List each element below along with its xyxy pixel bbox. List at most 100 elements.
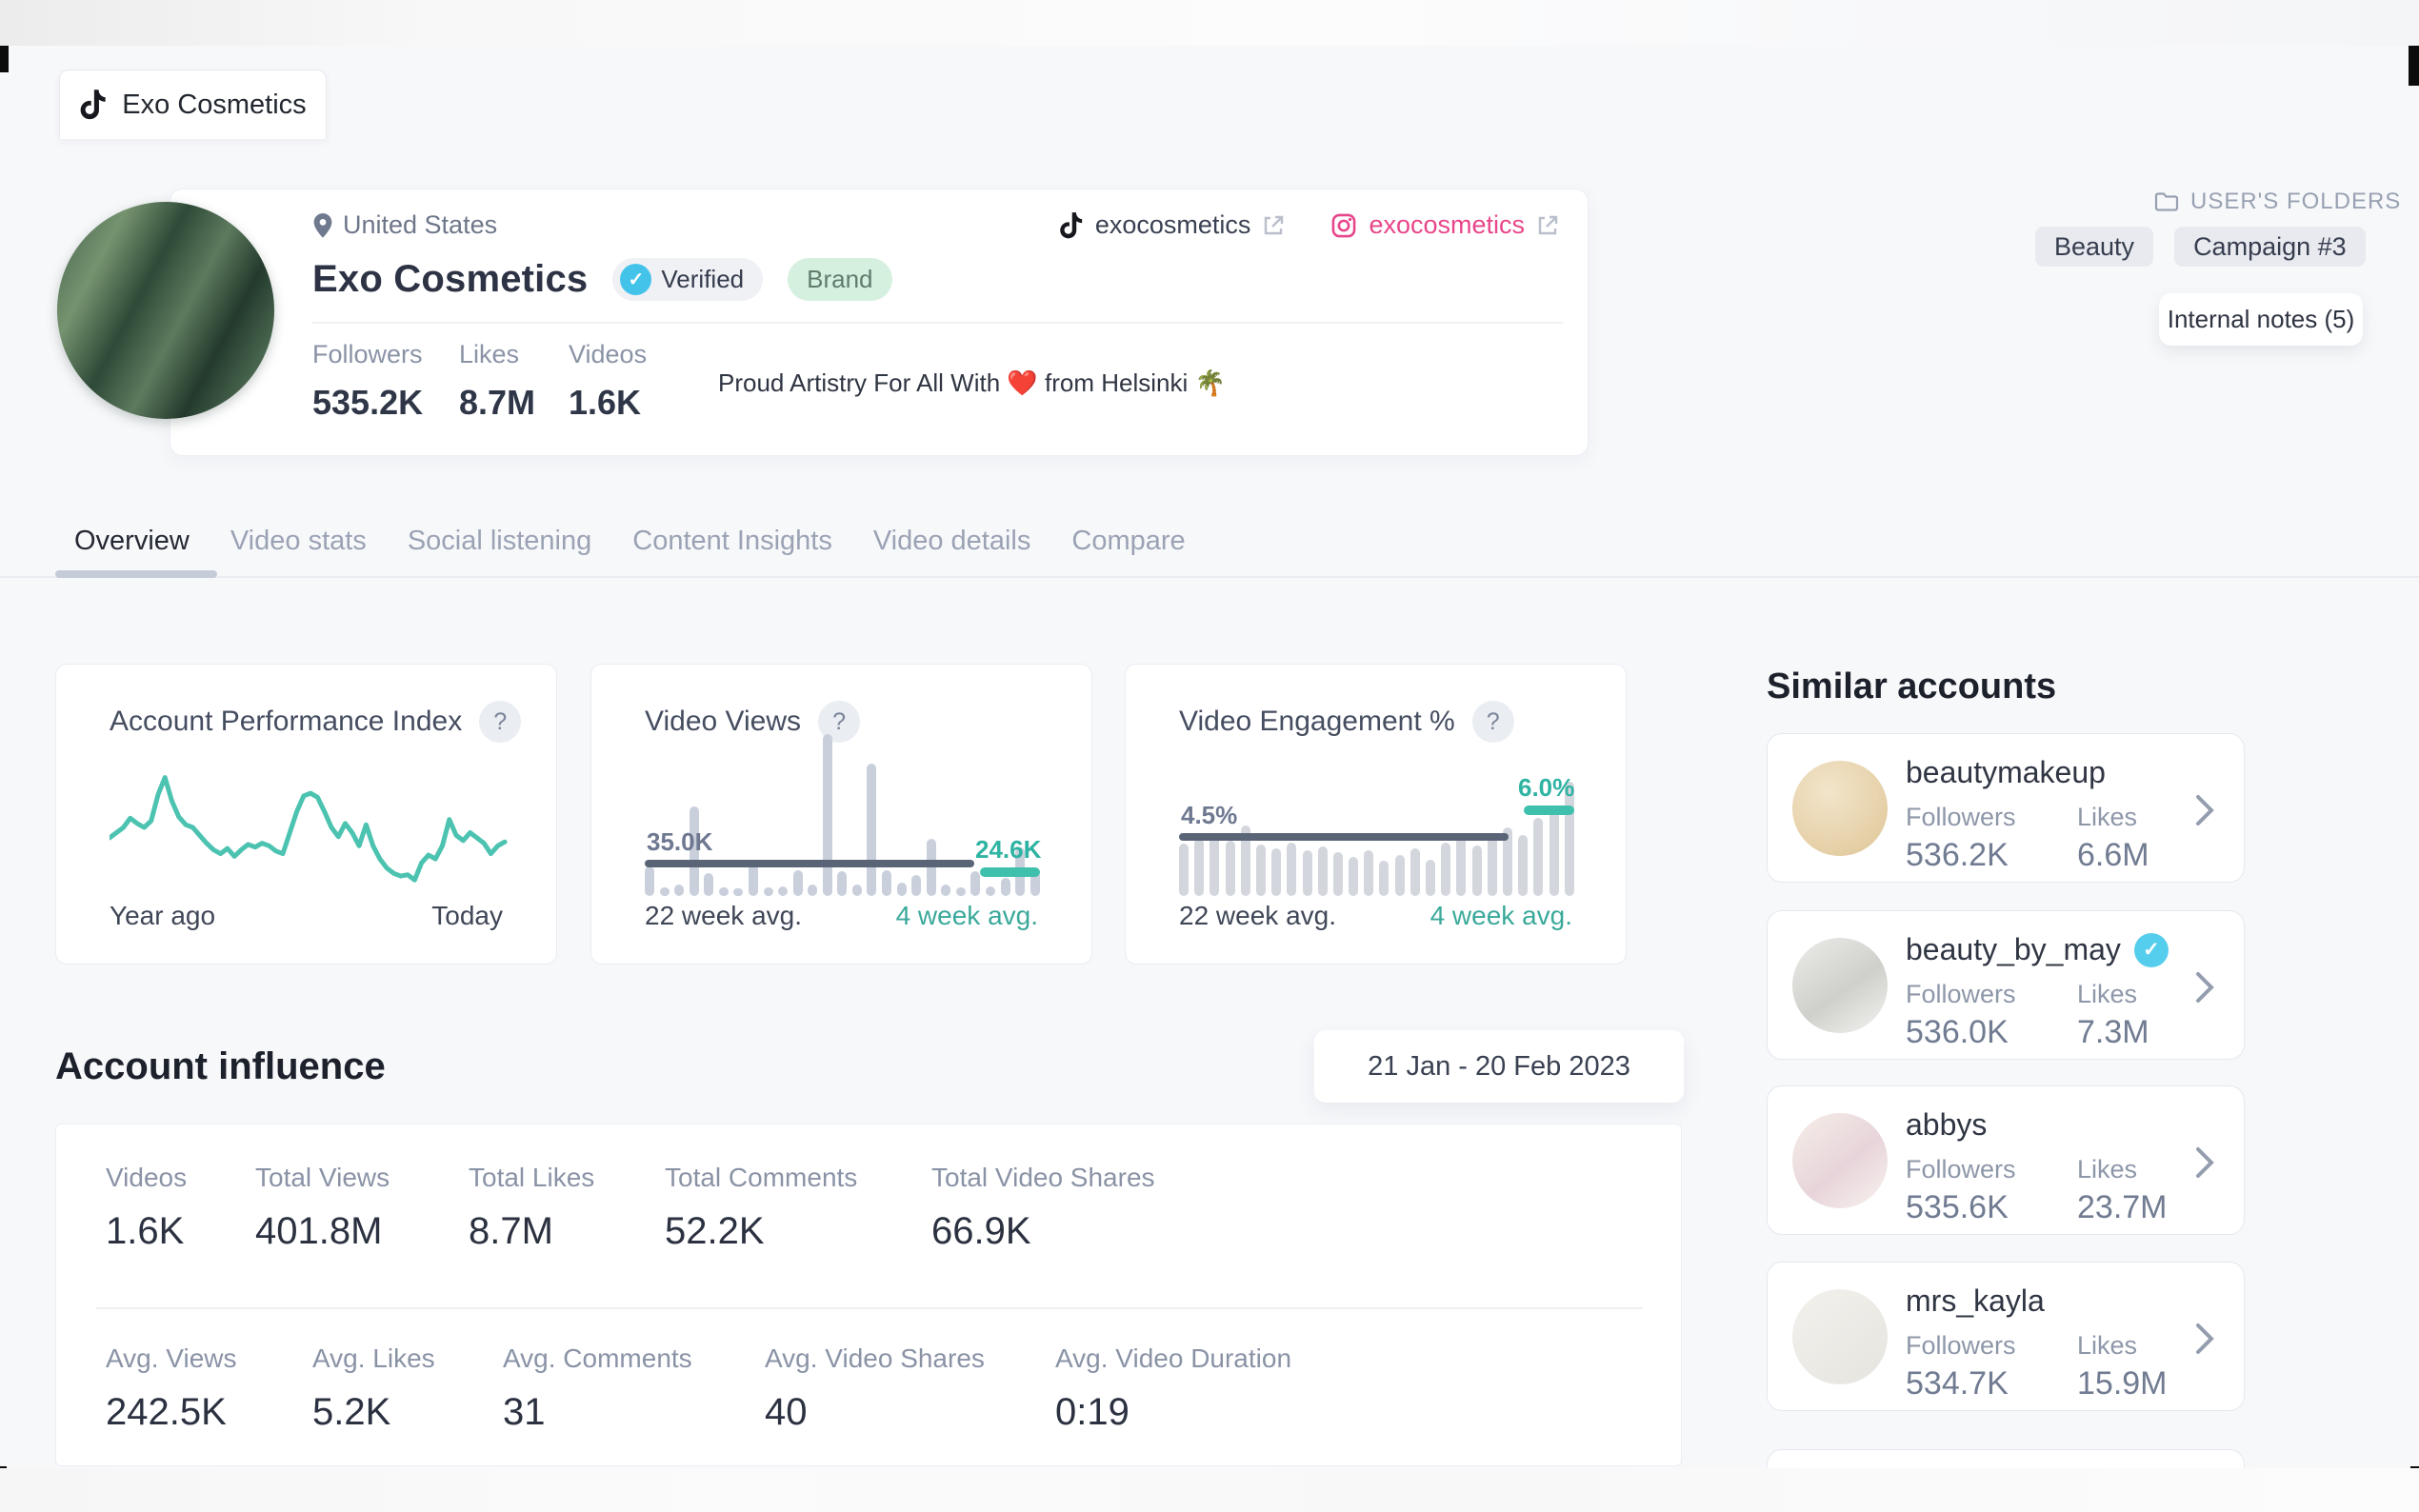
stat-value: 8.7M [469,1210,553,1252]
video-views-card: Video Views ? 35.0K 24.6K 22 week avg. 4… [590,664,1092,965]
profile-stats: Followers 535.2K Likes 8.7M Videos 1.6K [312,340,647,423]
followers-value: 534.7K [1906,1365,2009,1402]
likes-value: 23.7M [2077,1189,2168,1225]
avg22-value: 4.5% [1181,801,1238,829]
performance-line-chart [110,775,508,883]
tiktok-icon [79,89,108,121]
internal-notes-button[interactable]: Internal notes (5) [2159,293,2363,346]
profile-divider [312,322,1563,324]
likes-value: 7.3M [2077,1014,2149,1050]
stat-label: Avg. Views [106,1343,237,1373]
stat-label: Avg. Comments [503,1343,692,1373]
avg4-label: 4 week avg. [1429,901,1572,930]
tab-bar-border [0,576,2419,578]
chevron-right-icon[interactable] [2194,970,2215,1005]
help-icon[interactable]: ? [479,701,522,743]
influence-totals-row: Videos 1.6K Total Views 401.8M Total Lik… [106,1163,1155,1253]
avg4-label: 4 week avg. [895,901,1038,930]
stat-value: 31 [503,1391,546,1433]
edge-mark [0,46,9,72]
stat-videos: Videos 1.6K [569,340,647,423]
followers-value: 536.0K [1906,1014,2009,1050]
tiktok-icon [1059,211,1084,240]
stat-label: Total Comments [665,1163,858,1192]
x-end-label: Today [431,901,503,930]
profile-name: Exo Cosmetics [312,258,589,300]
avg4-line [980,867,1040,877]
stat-label: Total Video Shares [931,1163,1155,1192]
tab-video-details[interactable]: Video details [872,526,1031,556]
similar-account-card[interactable]: abbys Followers Likes 535.6K 23.7M [1767,1085,2245,1235]
likes-value: 15.9M [2077,1365,2168,1402]
folder-icon [2154,191,2179,212]
account-influence-card: Videos 1.6K Total Views 401.8M Total Lik… [55,1124,1682,1466]
card-title: Account Performance Index [110,706,463,737]
chevron-right-icon[interactable] [2194,793,2215,827]
stat-value: 5.2K [312,1391,391,1433]
avg22-label: 22 week avg. [645,901,802,930]
stat-label: Videos [569,340,648,368]
instagram-link[interactable]: exocosmetics [1330,210,1559,240]
card-title: Video Engagement % [1179,706,1455,737]
chevron-right-icon[interactable] [2194,1145,2215,1180]
avg4-value: 6.0% [1518,773,1575,802]
profile-title-row: Exo Cosmetics ✓ Verified Brand [312,258,892,301]
followers-label: Followers [1906,803,2016,831]
stat-value: 40 [765,1391,808,1433]
folder-chip-campaign[interactable]: Campaign #3 [2174,227,2366,267]
tab-social-listening[interactable]: Social listening [407,526,592,556]
verified-check-icon: ✓ [2133,932,2169,967]
account-name: beauty_by_may [1906,932,2121,966]
video-views-bars [645,729,1040,896]
social-links: exocosmetics exocosmetics [1059,210,1559,240]
likes-label: Likes [2077,1331,2138,1360]
stat-label: Videos [106,1163,188,1192]
folder-chips: Beauty Campaign #3 [2035,227,2366,267]
chevron-right-icon[interactable] [2194,1322,2215,1356]
account-stat-labels: Followers Likes [1906,803,2137,832]
stat-label: Avg. Video Duration [1055,1343,1292,1373]
account-name: mrs_kayla [1906,1283,2045,1318]
brand-label: Brand [807,265,873,293]
followers-value: 536.2K [1906,837,2009,873]
similar-account-card[interactable]: beauty_by_may ✓ Followers Likes 536.0K 7… [1767,910,2245,1060]
folder-chip-beauty[interactable]: Beauty [2035,227,2154,267]
avg22-value: 35.0K [647,827,713,856]
profile-bio: Proud Artistry For All With ❤️ from Hels… [718,368,1226,397]
similar-account-card[interactable]: beautymakeup Followers Likes 536.2K 6.6M [1767,733,2245,883]
tab-video-stats[interactable]: Video stats [230,526,367,556]
stat-label: Avg. Video Shares [765,1343,985,1373]
card-title-row: Account Performance Index ? [110,701,522,743]
account-tab[interactable]: Exo Cosmetics [59,70,327,139]
followers-value: 535.6K [1906,1189,2009,1225]
tab-overview[interactable]: Overview [74,526,190,556]
tiktok-link[interactable]: exocosmetics [1059,210,1286,240]
likes-label: Likes [2077,1155,2138,1184]
stat-value: 52.2K [665,1210,765,1252]
edge-mark [2409,46,2419,86]
account-stat-values: 535.6K 23.7M [1906,1189,2168,1226]
tiktok-handle: exocosmetics [1094,210,1251,239]
stat-value: 8.7M [459,383,536,422]
engagement-bars [1179,729,1574,896]
stat-value: 1.6K [569,383,642,422]
stat-value: 535.2K [312,383,424,422]
brand-badge: Brand [788,258,892,301]
account-stat-values: 536.2K 6.6M [1906,837,2149,874]
tab-content-insights[interactable]: Content Insights [632,526,832,556]
date-range-picker[interactable]: 21 Jan - 20 Feb 2023 [1314,1030,1684,1103]
avg4-value: 24.6K [975,835,1042,864]
influence-stat: Avg. Comments 31 [503,1343,765,1434]
stat-value: 242.5K [106,1391,227,1433]
followers-label: Followers [1906,1331,2016,1360]
similar-account-card[interactable]: mrs_kayla Followers Likes 534.7K 15.9M [1767,1262,2245,1411]
active-tab-underline [55,570,217,578]
location-row: United States [312,210,497,240]
influence-stat: Videos 1.6K [106,1163,255,1253]
avg22-label: 22 week avg. [1179,901,1336,930]
help-icon[interactable]: ? [1471,701,1514,743]
tab-compare[interactable]: Compare [1071,526,1186,556]
chart-footer: Year ago Today [110,901,503,931]
influence-stat: Total Likes 8.7M [469,1163,665,1253]
account-stat-labels: Followers Likes [1906,1331,2137,1361]
